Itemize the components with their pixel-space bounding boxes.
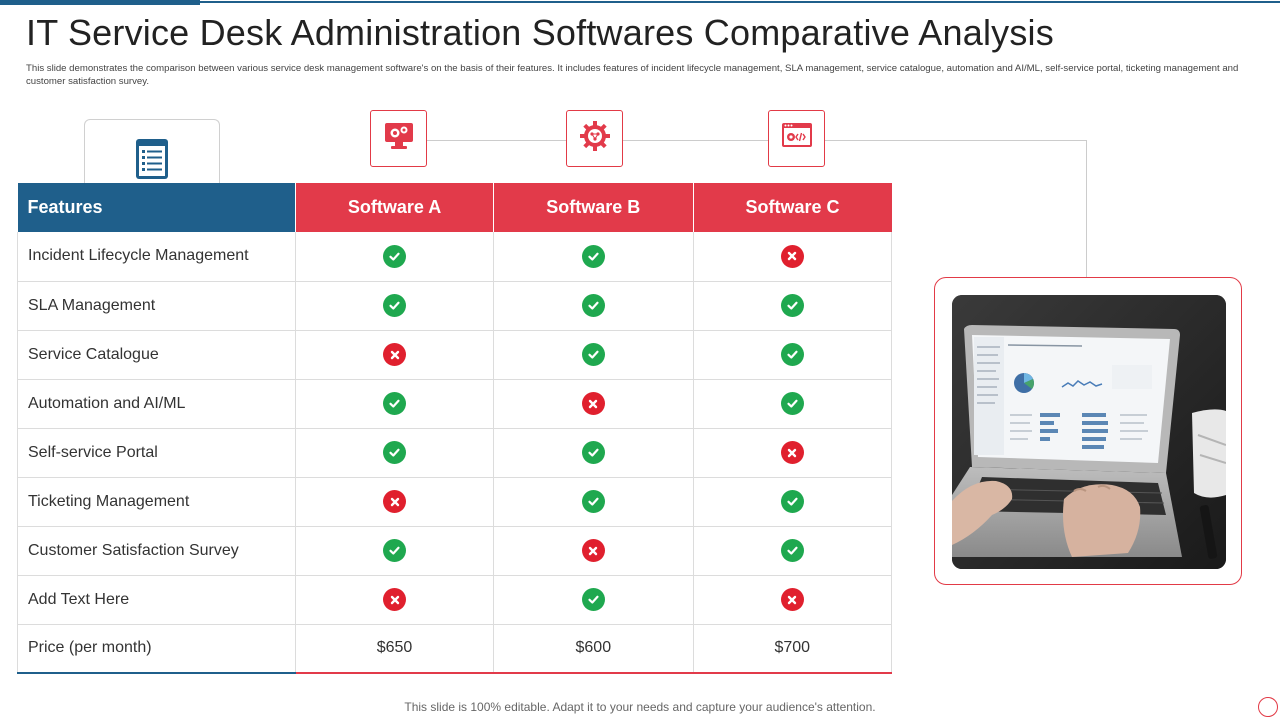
features-icon-tab xyxy=(84,119,220,183)
software-b-cell xyxy=(493,281,694,331)
software-a-icon-box xyxy=(370,110,427,167)
table-header-row: Features Software A Software B Software … xyxy=(17,183,892,232)
header-software-c: Software C xyxy=(692,183,892,232)
table-row: SLA Management xyxy=(17,281,893,331)
software-a-cell xyxy=(294,428,494,478)
check-icon xyxy=(780,490,804,513)
table-row: Service Catalogue xyxy=(17,330,893,380)
software-c-price: $700 xyxy=(692,624,893,674)
header-software-a: Software A xyxy=(294,183,494,232)
check-icon xyxy=(383,244,407,268)
cross-icon xyxy=(780,441,804,464)
feature-label: Add Text Here xyxy=(17,575,296,625)
feature-label: Automation and AI/ML xyxy=(17,379,296,429)
feature-label: Self-service Portal xyxy=(17,428,296,478)
software-a-cell xyxy=(294,330,494,380)
software-c-cell xyxy=(692,477,893,527)
photo-frame xyxy=(934,277,1242,585)
software-a-cell xyxy=(294,379,494,429)
feature-label: Incident Lifecycle Management xyxy=(17,232,296,282)
software-a-cell xyxy=(294,232,494,282)
checklist-icon xyxy=(135,138,169,185)
browser-code-icon xyxy=(781,122,813,155)
check-icon xyxy=(383,441,407,464)
table-row: Automation and AI/ML xyxy=(17,379,893,429)
gear-network-icon xyxy=(579,120,611,157)
top-accent-bar xyxy=(0,0,200,5)
cross-icon xyxy=(780,588,804,611)
software-a-cell xyxy=(294,526,494,576)
laptop-dashboard-photo xyxy=(952,295,1226,569)
price-row: Price (per month) $650 $600 $700 xyxy=(17,624,893,674)
feature-label: Ticketing Management xyxy=(17,477,296,527)
feature-label: Service Catalogue xyxy=(17,330,296,380)
check-icon xyxy=(780,343,804,366)
check-icon xyxy=(581,441,605,464)
header-features: Features xyxy=(17,183,296,232)
table-row: Add Text Here xyxy=(17,575,893,625)
software-b-price: $600 xyxy=(493,624,694,674)
software-c-cell xyxy=(692,379,893,429)
table-row: Customer Satisfaction Survey xyxy=(17,526,893,576)
cross-icon xyxy=(383,490,407,513)
software-b-cell xyxy=(493,575,694,625)
check-icon xyxy=(581,490,605,513)
software-c-cell xyxy=(692,281,893,331)
software-b-cell xyxy=(493,428,694,478)
page-title: IT Service Desk Administration Softwares… xyxy=(26,12,1054,53)
software-c-icon-box xyxy=(768,110,825,167)
check-icon xyxy=(383,392,407,415)
check-icon xyxy=(383,539,407,562)
software-c-cell xyxy=(692,428,893,478)
software-b-cell xyxy=(493,526,694,576)
cross-icon xyxy=(383,343,407,366)
software-c-cell xyxy=(692,232,893,282)
software-b-cell xyxy=(493,330,694,380)
price-label: Price (per month) xyxy=(17,624,296,674)
cross-icon xyxy=(581,392,605,415)
check-icon xyxy=(581,588,605,611)
check-icon xyxy=(581,294,605,317)
header-software-b: Software B xyxy=(493,183,694,232)
software-c-cell xyxy=(692,526,893,576)
software-a-cell xyxy=(294,575,494,625)
icon-connector-line xyxy=(426,140,1087,141)
page-description: This slide demonstrates the comparison b… xyxy=(26,63,1239,87)
check-icon xyxy=(581,343,605,366)
cross-icon xyxy=(581,539,605,562)
software-c-cell xyxy=(692,330,893,380)
check-icon xyxy=(581,244,605,268)
software-a-cell xyxy=(294,477,494,527)
software-a-price: $650 xyxy=(294,624,494,674)
check-icon xyxy=(780,294,804,317)
cross-icon xyxy=(383,588,407,611)
software-b-cell xyxy=(493,477,694,527)
check-icon xyxy=(780,392,804,415)
software-c-cell xyxy=(692,575,893,625)
feature-label: SLA Management xyxy=(17,281,296,331)
software-b-cell xyxy=(493,232,694,282)
check-icon xyxy=(780,539,804,562)
footer-note: This slide is 100% editable. Adapt it to… xyxy=(404,700,876,714)
check-icon xyxy=(383,294,407,317)
software-b-icon-box xyxy=(566,110,623,167)
table-row: Ticketing Management xyxy=(17,477,893,527)
table-row: Self-service Portal xyxy=(17,428,893,478)
top-rule xyxy=(200,1,1280,3)
table-row: Incident Lifecycle Management xyxy=(17,232,893,282)
software-a-cell xyxy=(294,281,494,331)
monitor-gears-icon xyxy=(384,122,414,155)
cross-icon xyxy=(780,244,804,268)
feature-label: Customer Satisfaction Survey xyxy=(17,526,296,576)
icon-connector-drop xyxy=(1086,140,1087,277)
comparison-table: Features Software A Software B Software … xyxy=(17,183,893,674)
corner-circle-decoration xyxy=(1258,697,1278,717)
software-b-cell xyxy=(493,379,694,429)
